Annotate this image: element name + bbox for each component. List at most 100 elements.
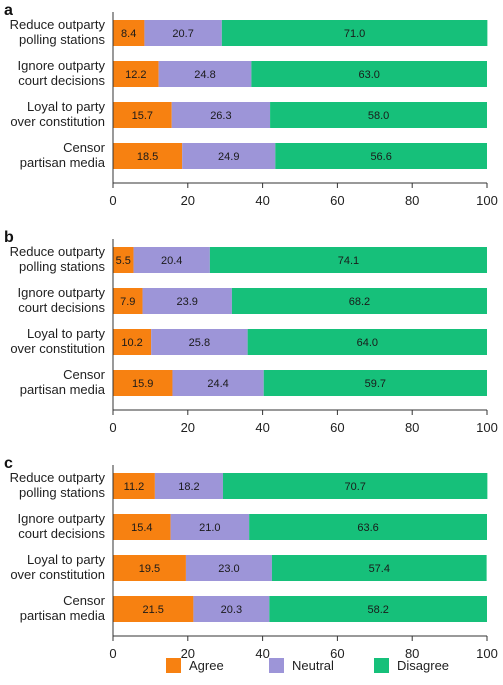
data-label-neutral: 21.0: [199, 522, 220, 534]
x-tick-label: 20: [181, 646, 195, 661]
bar-segment-agree: [113, 102, 172, 128]
category-label: polling stations: [19, 32, 105, 47]
x-tick-label: 40: [255, 646, 269, 661]
legend-swatch-agree: [166, 658, 181, 673]
category-label: Loyal to party: [27, 552, 106, 567]
bar-segment-neutral: [151, 329, 248, 355]
data-label-neutral: 24.4: [207, 378, 228, 390]
category-label: Reduce outparty: [10, 244, 106, 259]
data-label-neutral: 24.9: [218, 151, 239, 163]
x-tick-label: 20: [181, 193, 195, 208]
category-label: Reduce outparty: [10, 470, 106, 485]
bar-segment-neutral: [142, 288, 232, 314]
data-label-neutral: 18.2: [178, 481, 199, 493]
data-label-disagree: 58.0: [368, 110, 389, 122]
bar-segment-disagree: [222, 473, 488, 499]
data-label-disagree: 58.2: [367, 604, 388, 616]
bar-segment-disagree: [247, 329, 487, 355]
data-label-disagree: 63.6: [357, 522, 378, 534]
x-tick-label: 80: [405, 646, 419, 661]
category-label: Loyal to party: [27, 326, 106, 341]
bar-segment-agree: [113, 473, 155, 499]
data-label-disagree: 74.1: [338, 255, 359, 267]
bar-segment-agree: [113, 247, 134, 273]
bar-segment-disagree: [270, 102, 487, 128]
data-label-neutral: 23.0: [218, 563, 239, 575]
legend-label-agree: Agree: [189, 658, 224, 673]
bar-segment-neutral: [193, 596, 270, 622]
category-label: Ignore outparty: [18, 58, 106, 73]
bar-segment-disagree: [209, 247, 487, 273]
data-label-agree: 5.5: [116, 255, 131, 267]
bar-segment-agree: [113, 370, 173, 396]
bar-segment-agree: [113, 20, 145, 46]
legend-swatch-disagree: [374, 658, 389, 673]
data-label-neutral: 20.7: [172, 28, 193, 40]
data-label-agree: 8.4: [121, 28, 136, 40]
x-tick-label: 60: [330, 420, 344, 435]
data-label-neutral: 23.9: [177, 296, 198, 308]
data-label-agree: 15.4: [131, 522, 152, 534]
data-label-neutral: 20.3: [221, 604, 242, 616]
data-label-neutral: 20.4: [161, 255, 182, 267]
x-tick-label: 20: [181, 420, 195, 435]
bar-segment-agree: [113, 514, 171, 540]
data-label-agree: 21.5: [142, 604, 163, 616]
x-tick-label: 100: [476, 646, 498, 661]
data-label-agree: 7.9: [120, 296, 135, 308]
data-label-disagree: 56.6: [370, 151, 391, 163]
data-label-agree: 18.5: [137, 151, 158, 163]
data-label-agree: 12.2: [125, 69, 146, 81]
category-label: partisan media: [20, 382, 106, 397]
x-tick-label: 40: [255, 193, 269, 208]
bar-segment-neutral: [182, 143, 276, 169]
x-tick-label: 60: [330, 646, 344, 661]
x-tick-label: 0: [109, 646, 116, 661]
bar-segment-agree: [113, 329, 152, 355]
data-label-disagree: 68.2: [349, 296, 370, 308]
category-label: Ignore outparty: [18, 285, 106, 300]
x-tick-label: 60: [330, 193, 344, 208]
data-label-disagree: 57.4: [369, 563, 390, 575]
bar-segment-agree: [113, 596, 194, 622]
category-label: polling stations: [19, 485, 105, 500]
data-label-disagree: 64.0: [357, 337, 378, 349]
category-label: Ignore outparty: [18, 511, 106, 526]
data-label-agree: 11.2: [124, 481, 145, 493]
bar-segment-neutral: [144, 20, 222, 46]
bar-segment-disagree: [269, 596, 487, 622]
category-label: Reduce outparty: [10, 17, 106, 32]
bar-segment-neutral: [171, 102, 271, 128]
category-label: court decisions: [18, 300, 105, 315]
bar-segment-agree: [113, 288, 143, 314]
x-tick-label: 40: [255, 420, 269, 435]
bar-segment-neutral: [133, 247, 210, 273]
x-tick-label: 0: [109, 420, 116, 435]
category-label: Censor: [63, 367, 106, 382]
data-label-disagree: 70.7: [344, 481, 365, 493]
bar-segment-neutral: [185, 555, 272, 581]
bar-segment-agree: [113, 143, 183, 169]
data-label-agree: 15.7: [132, 110, 153, 122]
data-label-agree: 19.5: [139, 563, 160, 575]
category-label: court decisions: [18, 526, 105, 541]
bar-segment-disagree: [249, 514, 487, 540]
category-label: Censor: [63, 140, 106, 155]
data-label-disagree: 71.0: [344, 28, 365, 40]
data-label-neutral: 25.8: [189, 337, 210, 349]
panel-letter-a: a: [4, 2, 13, 19]
x-tick-label: 100: [476, 193, 498, 208]
data-label-agree: 15.9: [132, 378, 153, 390]
category-label: over constitution: [10, 114, 105, 129]
category-label: court decisions: [18, 73, 105, 88]
x-tick-label: 80: [405, 420, 419, 435]
bar-segment-disagree: [275, 143, 487, 169]
category-label: partisan media: [20, 608, 106, 623]
bar-segment-disagree: [231, 288, 487, 314]
bar-segment-neutral: [158, 61, 252, 87]
legend-swatch-neutral: [269, 658, 284, 673]
bar-segment-disagree: [221, 20, 488, 46]
x-tick-label: 80: [405, 193, 419, 208]
category-label: Censor: [63, 593, 106, 608]
